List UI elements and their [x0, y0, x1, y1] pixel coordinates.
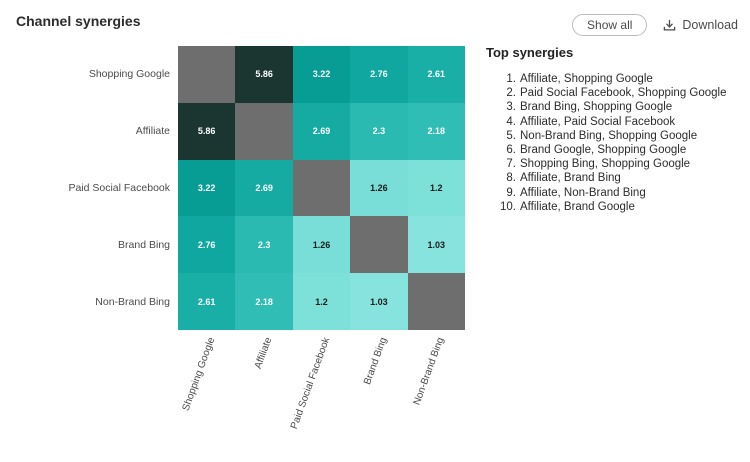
heatmap-col-label: Shopping Google: [180, 336, 218, 413]
top-synergy-item: 10. Affiliate, Brand Google: [486, 200, 727, 214]
top-synergy-rank: 8.: [506, 172, 516, 185]
heatmap-cell[interactable]: [350, 216, 408, 274]
top-synergy-label: Shopping Bing, Shopping Google: [520, 158, 691, 171]
heatmap-row-label: Shopping Google: [88, 68, 170, 81]
top-synergy-rank: 4.: [506, 115, 516, 128]
heatmap-cell[interactable]: 5.86: [178, 102, 236, 160]
heatmap-col-label: Affiliate: [252, 336, 275, 371]
top-synergy-rank: 3.: [506, 101, 516, 114]
top-synergy-item: 1. Affiliate, Shopping Google: [486, 72, 727, 86]
top-synergy-label: Affiliate, Non-Brand Bing: [520, 186, 646, 199]
heatmap-cell[interactable]: 1.2: [292, 273, 351, 330]
top-synergy-rank: 6.: [506, 144, 516, 157]
heatmap-row-label: Affiliate: [135, 125, 170, 138]
top-synergy-item: 4. Affiliate, Paid Social Facebook: [486, 115, 727, 129]
top-synergy-rank: 5.: [506, 129, 516, 142]
top-synergy-label: Affiliate, Shopping Google: [520, 73, 653, 85]
heatmap-cell[interactable]: 1.03: [407, 216, 465, 274]
heatmap-cell[interactable]: 2.69: [292, 102, 351, 160]
top-synergy-item: 6. Brand Google, Shopping Google: [486, 143, 727, 157]
heatmap-col-label: Brand Bing: [361, 336, 390, 387]
heatmap-cell[interactable]: 1.03: [350, 273, 408, 330]
top-synergy-item: 5. Non-Brand Bing, Shopping Google: [486, 129, 727, 143]
header-actions: Show all Download: [572, 14, 738, 36]
top-synergies-list: 1. Affiliate, Shopping Google 2. Paid Socia…: [486, 72, 727, 214]
top-synergy-rank: 2.: [506, 87, 516, 100]
top-synergy-label: Brand Google, Shopping Google: [520, 144, 687, 157]
top-synergy-item: 3. Brand Bing, Shopping Google: [486, 100, 727, 114]
top-synergy-label: Affiliate, Brand Google: [520, 200, 635, 213]
top-synergies-title: Top synergies: [486, 45, 574, 60]
heatmap-cell[interactable]: 1.26: [350, 159, 408, 217]
heatmap-col-label: Non-Brand Bing: [411, 336, 447, 407]
heatmap-row-labels: Shopping Google Affiliate Paid Social Face…: [0, 46, 170, 330]
heatmap-grid: 5.86 3.22 2.76 2.61 5.86 2.69 2.3 2.18 3.22 2.69 1…: [178, 46, 465, 330]
heatmap-cell[interactable]: 2.76: [350, 46, 408, 103]
top-synergy-item: 8. Affiliate, Brand Bing: [486, 171, 727, 185]
heatmap-row-label: Non-Brand Bing: [95, 295, 170, 308]
top-synergy-label: Affiliate, Brand Bing: [520, 172, 621, 185]
heatmap-cell[interactable]: 1.26: [292, 216, 351, 274]
heatmap-col-label: Paid Social Facebook: [288, 336, 332, 431]
top-synergy-label: Brand Bing, Shopping Google: [520, 101, 673, 114]
top-synergy-item: 7. Shopping Bing, Shopping Google: [486, 157, 727, 171]
heatmap-cell[interactable]: [407, 273, 465, 330]
top-synergy-rank: 1.: [506, 73, 516, 85]
heatmap-cell[interactable]: 2.3: [350, 102, 408, 160]
heatmap-cell[interactable]: 2.18: [235, 273, 293, 330]
heatmap-cell[interactable]: [178, 46, 236, 103]
top-synergy-rank: 9.: [506, 186, 516, 199]
heatmap-cell[interactable]: 2.61: [407, 46, 465, 103]
heatmap-cell[interactable]: 3.22: [292, 46, 351, 103]
download-button[interactable]: Download: [663, 18, 738, 32]
page-title: Channel synergies: [16, 13, 141, 29]
heatmap-cell[interactable]: [292, 159, 351, 217]
top-synergy-label: Affiliate, Paid Social Facebook: [520, 115, 676, 128]
heatmap-cell[interactable]: 2.76: [178, 216, 236, 274]
heatmap-cell[interactable]: [235, 102, 293, 160]
heatmap-col-labels: Shopping Google Affiliate Paid Social Face…: [178, 330, 465, 431]
heatmap-cell[interactable]: 2.69: [235, 159, 293, 217]
top-synergy-rank: 7.: [506, 158, 516, 171]
heatmap-cell[interactable]: 3.22: [178, 159, 236, 217]
heatmap-cell[interactable]: 2.3: [235, 216, 293, 274]
top-synergy-item: 9. Affiliate, Non-Brand Bing: [486, 186, 727, 200]
top-synergy-rank: 10.: [500, 200, 516, 213]
top-synergy-label: Non-Brand Bing, Shopping Google: [520, 129, 698, 142]
heatmap-row-label: Paid Social Facebook: [68, 181, 170, 194]
heatmap-cell[interactable]: 5.86: [235, 46, 293, 103]
heatmap-cell[interactable]: 2.61: [178, 273, 236, 330]
top-synergy-item: 2. Paid Social Facebook, Shopping Google: [486, 86, 727, 100]
channel-synergies-panel: Channel synergies Show all Download Shop…: [0, 13, 738, 431]
download-icon: [663, 19, 676, 32]
heatmap-cell[interactable]: 1.2: [407, 159, 465, 217]
heatmap-row-label: Brand Bing: [118, 238, 170, 251]
show-all-button[interactable]: Show all: [572, 14, 648, 36]
download-label: Download: [682, 18, 738, 32]
heatmap-cell[interactable]: 2.18: [407, 102, 465, 160]
top-synergy-label: Paid Social Facebook, Shopping Google: [520, 87, 727, 100]
